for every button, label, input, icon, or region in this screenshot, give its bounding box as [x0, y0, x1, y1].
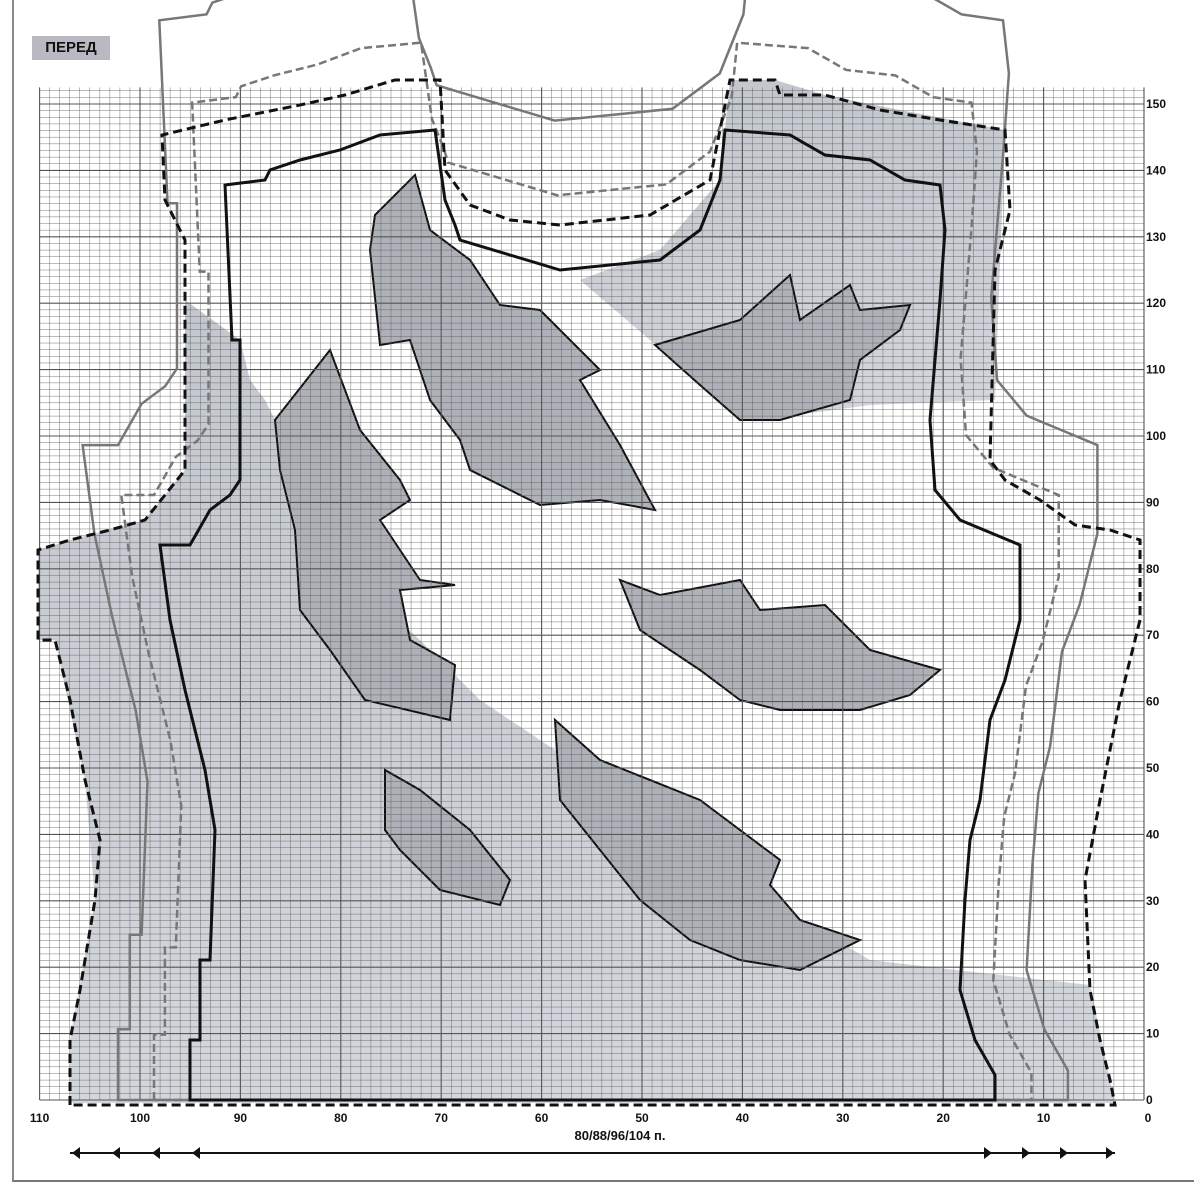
- y-axis-tick-label: 130: [1146, 230, 1166, 244]
- y-axis-tick-label: 110: [1146, 363, 1166, 377]
- chart-title: ПЕРЕД: [32, 36, 110, 60]
- x-axis-tick-label: 110: [30, 1111, 50, 1125]
- x-axis-tick-label: 50: [635, 1111, 649, 1125]
- y-axis-tick-label: 150: [1146, 97, 1166, 111]
- x-axis-tick-label: 80: [334, 1111, 348, 1125]
- y-axis-tick-label: 140: [1146, 163, 1166, 177]
- y-axis-tick-label: 30: [1146, 894, 1160, 908]
- arrow-left-icon: [152, 1147, 160, 1159]
- x-axis-tick-label: 0: [1145, 1111, 1152, 1125]
- x-axis-tick-label: 40: [736, 1111, 750, 1125]
- x-axis-tick-label: 100: [130, 1111, 150, 1125]
- size-caption: 80/88/96/104 п.: [574, 1128, 666, 1143]
- size-outline-dashed-grey: [119, 41, 1060, 1102]
- chart-frame: [12, 0, 1194, 1182]
- feather-shape: [618, 578, 943, 711]
- y-axis-tick-label: 70: [1146, 628, 1160, 642]
- y-axis-tick-label: 10: [1146, 1027, 1160, 1041]
- x-axis-tick-label: 60: [535, 1111, 549, 1125]
- y-axis-tick-label: 20: [1146, 960, 1160, 974]
- x-axis-tick-label: 90: [234, 1111, 248, 1125]
- arrow-right-icon: [1060, 1147, 1068, 1159]
- y-axis-tick-label: 50: [1146, 761, 1160, 775]
- arrow-right-icon: [1106, 1147, 1114, 1159]
- y-axis-labels: 0 10 20 30 40 50 60 70 80 90 100 110 120 130 140 150: [1146, 97, 1166, 1107]
- arrow-left-icon: [112, 1147, 120, 1159]
- size-arrows: [70, 1147, 1115, 1159]
- size-outlines: [36, 0, 1142, 1107]
- arrow-left-icon: [192, 1147, 200, 1159]
- arrow-right-icon: [984, 1147, 992, 1159]
- y-axis-tick-label: 60: [1146, 695, 1160, 709]
- arrow-right-icon: [1022, 1147, 1030, 1159]
- x-axis-tick-label: 10: [1037, 1111, 1051, 1125]
- arrow-left-icon: [72, 1147, 80, 1159]
- garment-fill: [38, 80, 1115, 1103]
- y-axis-tick-label: 0: [1146, 1093, 1153, 1107]
- feather-shape: [384, 768, 512, 907]
- x-axis-tick-label: 70: [435, 1111, 449, 1125]
- size-outline-solid-grey: [81, 0, 1099, 1102]
- y-axis-tick-label: 90: [1146, 495, 1160, 509]
- size-outline-solid-black: [158, 128, 1022, 1102]
- x-axis-tick-label: 30: [836, 1111, 850, 1125]
- y-axis-tick-label: 80: [1146, 562, 1160, 576]
- x-axis-labels: 110 100 90 80 70 60 50 40 30 20 10 0: [30, 1111, 1152, 1125]
- y-axis-tick-label: 100: [1146, 429, 1166, 443]
- x-axis-tick-label: 20: [937, 1111, 951, 1125]
- y-axis-tick-label: 40: [1146, 827, 1160, 841]
- y-axis-tick-label: 120: [1146, 296, 1166, 310]
- feather-shape: [368, 173, 657, 512]
- size-outline-dashed-black: [36, 78, 1142, 1107]
